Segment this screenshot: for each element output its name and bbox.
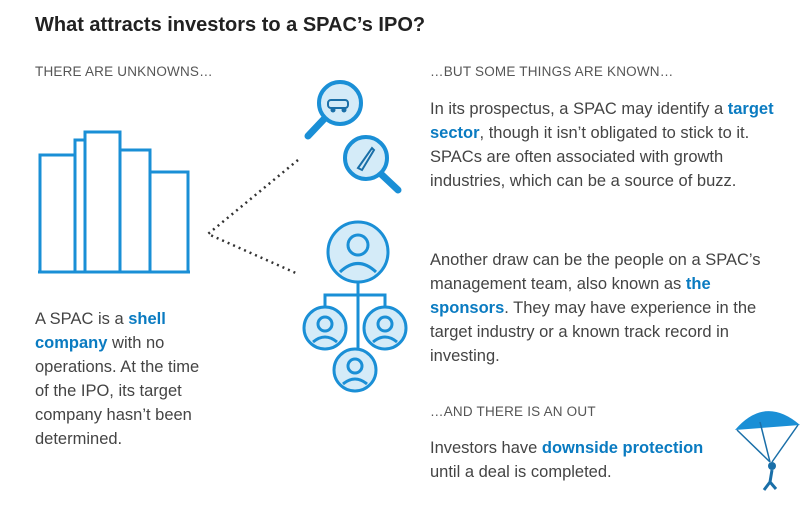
section-heading: THERE ARE UNKNOWNS… (35, 64, 213, 79)
highlight: the sponsors (430, 275, 711, 317)
magnifier-rocket-icon (343, 135, 402, 194)
text: Investors have (430, 439, 542, 457)
paragraph: Investors have downside protection until… (430, 436, 730, 484)
text: with no operations. At the time of the I… (35, 334, 200, 448)
parachute-icon (735, 411, 800, 491)
highlight: downside protection (541, 439, 704, 457)
highlight: target sector (430, 100, 774, 142)
paragraph: Another draw can be the people on a SPAC… (430, 248, 775, 368)
text: Another draw can be the people on a SPAC… (430, 251, 761, 293)
text: In its prospectus, a SPAC may identify a (430, 100, 728, 118)
buildings-icon (38, 130, 190, 274)
section-heading: …BUT SOME THINGS ARE KNOWN… (430, 64, 674, 79)
title: What attracts investors to a SPAC’s IPO? (35, 14, 426, 36)
text: . They may have experience in the target… (430, 299, 757, 365)
dotted-connector (205, 159, 299, 276)
paragraph: In its prospectus, a SPAC may identify a… (430, 97, 775, 193)
text: A SPAC is a (35, 310, 129, 328)
sponsors-org-chart (302, 220, 408, 393)
text: until a deal is completed. (430, 463, 612, 481)
highlight: shell company (35, 310, 166, 352)
magnifier-car-icon (304, 80, 363, 140)
paragraph: A SPAC is a shell company with no operat… (35, 307, 200, 451)
text: , though it isn’t obligated to stick to … (430, 124, 750, 190)
section-heading: …AND THERE IS AN OUT (430, 404, 596, 419)
